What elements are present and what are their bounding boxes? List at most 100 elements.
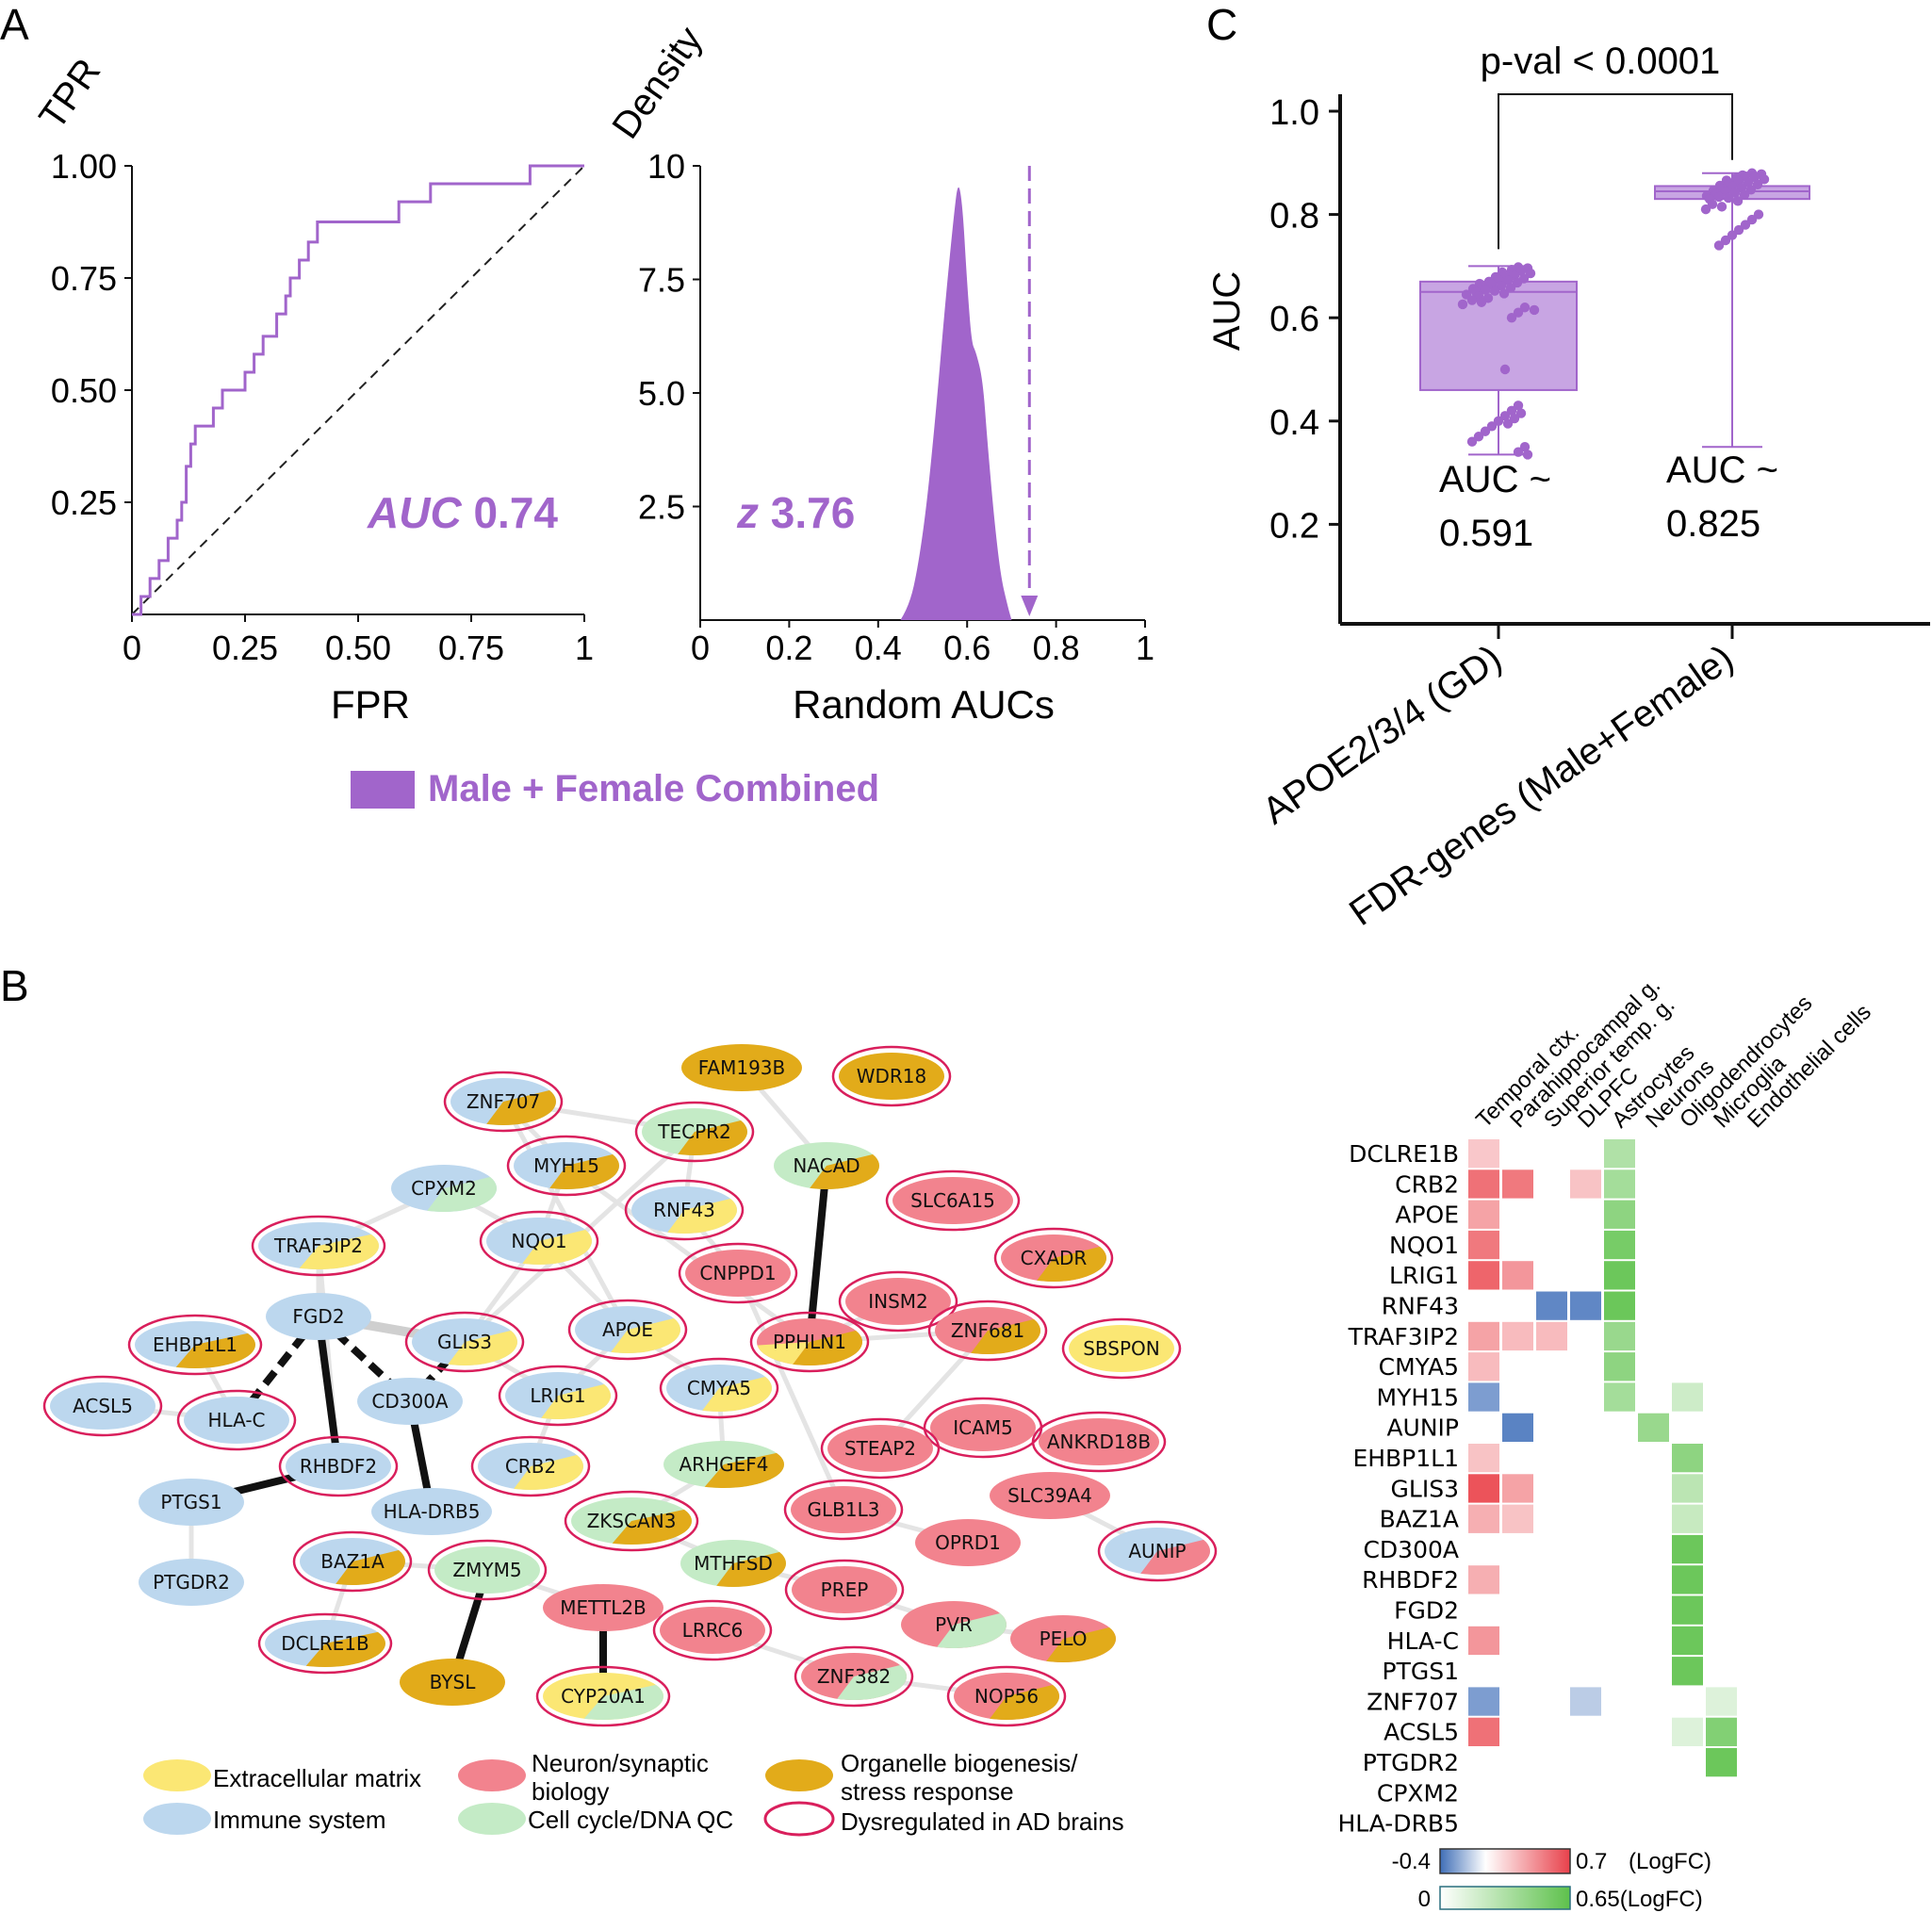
scale-green-max: 0.65(LogFC) — [1576, 1887, 1703, 1912]
gene-node: PREP — [784, 1559, 905, 1621]
heatmap-cell — [1604, 1261, 1635, 1290]
legend-ecm-swatch — [143, 1759, 211, 1791]
gene-node: ZNF681 — [927, 1300, 1048, 1362]
gene-node-label: HLA-C — [207, 1409, 265, 1431]
heatmap-cells — [1468, 1139, 1737, 1777]
gene-node: LRIG1 — [498, 1365, 618, 1427]
gene-node-label: ANKRD18B — [1047, 1431, 1151, 1453]
legend-neuron-label-1: Neuron/synaptic — [532, 1749, 709, 1777]
box-data-point — [1499, 364, 1511, 375]
heatmap-cell — [1604, 1352, 1635, 1382]
box-data-point — [1480, 426, 1491, 436]
heatmap-cell — [1604, 1291, 1635, 1320]
box-data-point — [1519, 442, 1531, 452]
box-data-point — [1716, 202, 1727, 212]
heatmap-cell — [1604, 1321, 1635, 1351]
dysregulated-ring — [535, 1665, 671, 1727]
gene-node: HLA-C — [176, 1389, 297, 1451]
dysregulated-ring — [993, 1227, 1114, 1289]
density-xtick-label: 0.8 — [1033, 629, 1080, 667]
box-data-point — [1466, 436, 1478, 447]
dysregulated-ring — [564, 1490, 699, 1552]
legend-organelle-label-2: stress response — [841, 1777, 1014, 1806]
dysregulated-ring — [251, 1215, 386, 1277]
box-data-point — [1498, 288, 1510, 299]
gene-node: RNF43 — [624, 1179, 745, 1241]
density-ytick-label: 7.5 — [638, 261, 685, 300]
gene-node-label: MTHFSD — [694, 1552, 773, 1575]
roc-xtick-label: 0 — [123, 629, 141, 667]
heatmap-cell — [1468, 1352, 1499, 1382]
roc-xticks: 0 0.25 0.50 0.75 1 — [123, 614, 594, 667]
box-yticks: 1.0 0.8 0.6 0.4 0.2 — [1269, 93, 1340, 546]
gene-node: CMYA5 — [659, 1357, 779, 1419]
gene-node-label: ICAM5 — [953, 1416, 1013, 1439]
box-iqr — [1419, 280, 1578, 391]
gene-node-fill — [930, 1404, 1036, 1451]
roc-auc-annotation: AUC 0.74 — [367, 488, 558, 537]
auc-boxplot: AUC 1.0 0.8 0.6 0.4 0.2 AUC ~ 0.591 AUC ~ 0.825… — [1206, 41, 1930, 934]
box-data-point — [1746, 214, 1758, 225]
gene-node-label: PTGDR2 — [153, 1571, 230, 1594]
gene-node-label: SLC6A15 — [910, 1189, 995, 1212]
box-data-point — [1506, 313, 1517, 323]
heatmap-row-label: CRB2 — [1395, 1170, 1459, 1198]
box-data-point — [1512, 277, 1523, 288]
box-data-point — [1519, 302, 1531, 313]
heatmap-cell — [1468, 1261, 1499, 1290]
gene-node: ZNF382 — [794, 1645, 914, 1708]
gene-node-label: ZNF382 — [817, 1665, 891, 1688]
heatmap-cell — [1672, 1444, 1703, 1473]
gene-node-fill — [286, 1443, 391, 1490]
box-data-point — [1480, 285, 1491, 295]
heatmap-row-label: CMYA5 — [1379, 1353, 1459, 1381]
gene-node-label: RNF43 — [653, 1199, 715, 1221]
heatmap-column-labels: Temporal ctx.Parahippocampal g.Superior … — [1471, 973, 1876, 1133]
roc-chart: TPR 1.000.750.500.25 0 0.25 0.50 0.75 1 FPR … — [31, 51, 594, 727]
heatmap-row-label: DCLRE1B — [1349, 1140, 1459, 1168]
density-xlabel: Random AUCs — [793, 682, 1055, 727]
box-data-point — [1729, 188, 1741, 198]
density-xtick-label: 1 — [1136, 629, 1154, 667]
heatmap-cell — [1468, 1444, 1499, 1473]
legend-neuron-label-2: biology — [532, 1777, 609, 1806]
box-ylabel: AUC — [1206, 271, 1248, 351]
strong-edge — [806, 1165, 830, 1343]
heatmap-cell — [1468, 1382, 1499, 1412]
gene-node-label: BAZ1A — [320, 1550, 385, 1573]
box-data-point — [1707, 199, 1718, 209]
gene-node: INSM2 — [838, 1270, 958, 1333]
gene-node-fill — [685, 1250, 791, 1297]
gene-node: BYSL — [400, 1659, 505, 1706]
heatmap-row-label: ZNF707 — [1367, 1688, 1459, 1715]
gene-node-label: SBSPON — [1083, 1337, 1160, 1360]
gene-node-label: TECPR2 — [657, 1120, 731, 1143]
dysregulated-ring — [624, 1179, 745, 1241]
heatmap-row-label: FGD2 — [1394, 1597, 1459, 1625]
box-data-point — [1745, 185, 1757, 195]
gene-node: PVR — [901, 1601, 1007, 1648]
heatmap-cell — [1672, 1565, 1703, 1594]
dysregulated-ring — [427, 1539, 548, 1601]
roc-xtick-label: 0.50 — [325, 629, 391, 667]
density-xtick-label: 0.4 — [855, 629, 902, 667]
gene-node: WDR18 — [831, 1045, 952, 1107]
heatmap-row-label: GLIS3 — [1391, 1475, 1459, 1502]
gene-node: ZMYM5 — [427, 1539, 548, 1601]
box-axes — [1338, 94, 1930, 626]
box-ytick-label: 0.4 — [1269, 403, 1319, 443]
gene-node-fill — [543, 1584, 663, 1631]
scale-div-unit: (LogFC) — [1629, 1849, 1711, 1874]
gene-node-fill — [660, 1607, 765, 1654]
gene-node: TECPR2 — [634, 1101, 755, 1163]
legend-cellcycle-label: Cell cycle/DNA QC — [528, 1806, 733, 1834]
gene-node-fill — [839, 1053, 944, 1100]
gene-node: NQO1 — [479, 1210, 599, 1272]
box-data-point — [1499, 411, 1511, 421]
heatmap-cell — [1468, 1321, 1499, 1351]
gene-node-label: CD300A — [371, 1390, 449, 1413]
gene-node-label: CNPPD1 — [699, 1262, 776, 1284]
gene-node: EHBP1L1 — [127, 1314, 263, 1376]
observed-auc-arrowhead — [1021, 596, 1039, 616]
